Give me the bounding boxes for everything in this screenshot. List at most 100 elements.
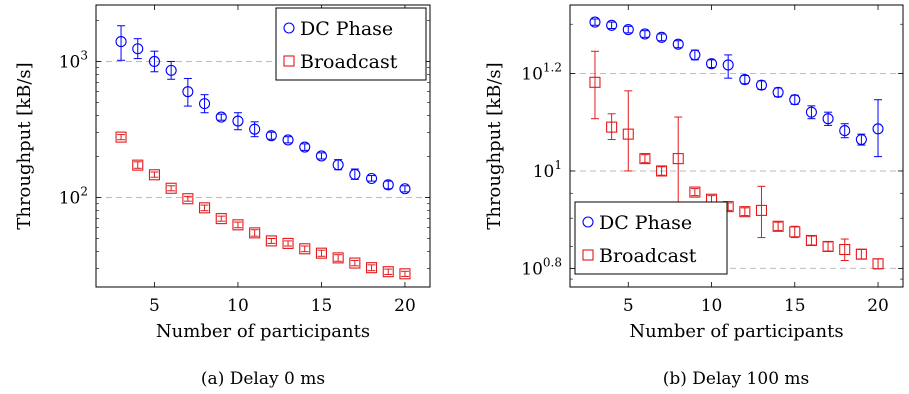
data-point bbox=[382, 179, 394, 191]
circle-marker bbox=[115, 36, 127, 48]
square-marker bbox=[805, 234, 817, 247]
data-point bbox=[772, 86, 784, 98]
circle-marker bbox=[589, 16, 601, 28]
square-marker bbox=[115, 131, 127, 143]
data-point bbox=[349, 168, 361, 180]
circle-marker bbox=[705, 58, 718, 70]
data-point bbox=[872, 99, 884, 158]
data-point bbox=[265, 130, 277, 142]
x-tick-label: 5 bbox=[623, 296, 634, 316]
y-tick-label: 103 bbox=[59, 48, 88, 72]
series-circle bbox=[589, 16, 884, 158]
legend-label: Broadcast bbox=[300, 51, 398, 73]
circle-marker bbox=[332, 159, 344, 171]
data-point bbox=[148, 169, 160, 181]
circle-marker bbox=[639, 28, 651, 40]
data-point bbox=[332, 252, 344, 264]
chart-panel-1: 100.8 101 101.2 5 10 15 20 Number of participan… bbox=[484, 4, 904, 389]
data-point bbox=[772, 220, 784, 232]
legend: DC Phase Broadcast bbox=[574, 201, 728, 275]
data-point bbox=[739, 73, 751, 86]
circle-marker bbox=[182, 86, 194, 98]
square-marker bbox=[132, 159, 144, 171]
circle-marker bbox=[805, 106, 817, 118]
data-point bbox=[115, 25, 127, 61]
data-point bbox=[622, 90, 634, 172]
x-tick-label: 10 bbox=[701, 296, 723, 316]
circle-marker bbox=[755, 79, 768, 91]
data-point bbox=[672, 38, 684, 50]
x-tick-label: 20 bbox=[867, 296, 889, 316]
circle-marker bbox=[315, 150, 328, 162]
data-point bbox=[282, 237, 294, 249]
square-marker bbox=[182, 193, 194, 205]
square-marker bbox=[872, 258, 884, 270]
data-point bbox=[282, 134, 294, 146]
data-point bbox=[789, 94, 801, 106]
axes-frame bbox=[569, 4, 904, 288]
square-marker bbox=[148, 169, 160, 181]
data-point bbox=[182, 193, 194, 205]
square-marker bbox=[622, 128, 634, 140]
square-marker bbox=[739, 206, 751, 218]
data-point bbox=[589, 16, 601, 28]
square-marker bbox=[365, 262, 378, 274]
square-marker bbox=[639, 153, 651, 165]
circle-marker bbox=[215, 111, 227, 123]
square-marker bbox=[215, 213, 227, 225]
square-marker bbox=[789, 226, 801, 238]
circle-marker bbox=[165, 64, 177, 76]
square-marker bbox=[382, 266, 394, 278]
y-tick-label: 101 bbox=[533, 158, 562, 182]
data-point bbox=[855, 133, 867, 146]
circle-marker bbox=[148, 55, 160, 68]
chart-caption: (a) Delay 0 ms bbox=[201, 369, 325, 389]
data-point bbox=[839, 123, 851, 139]
legend-box bbox=[275, 7, 427, 81]
circle-marker bbox=[349, 168, 361, 180]
data-point bbox=[132, 38, 144, 60]
y-tick-label: 101.2 bbox=[521, 60, 562, 84]
square-marker bbox=[672, 153, 684, 165]
circle-marker bbox=[772, 86, 784, 98]
square-marker bbox=[315, 247, 328, 259]
circle-marker bbox=[789, 94, 801, 106]
data-point bbox=[589, 50, 601, 120]
circle-marker bbox=[232, 115, 244, 127]
legend-square-icon bbox=[283, 55, 295, 67]
square-marker bbox=[589, 76, 601, 88]
data-point bbox=[165, 182, 177, 194]
legend-circle-icon bbox=[283, 22, 295, 34]
data-point bbox=[165, 60, 177, 80]
circle-marker bbox=[722, 59, 734, 71]
square-marker bbox=[232, 219, 244, 231]
data-point bbox=[249, 121, 261, 138]
data-point bbox=[349, 257, 361, 269]
square-marker bbox=[606, 121, 618, 133]
data-point bbox=[399, 183, 411, 195]
data-point bbox=[315, 150, 328, 162]
data-point bbox=[365, 172, 378, 185]
square-marker bbox=[299, 243, 311, 255]
data-point bbox=[805, 105, 817, 120]
square-marker bbox=[282, 237, 294, 249]
legend-square-icon bbox=[582, 249, 594, 261]
square-marker bbox=[689, 186, 701, 198]
data-point bbox=[656, 31, 668, 43]
circle-marker bbox=[265, 130, 277, 142]
data-point bbox=[265, 235, 277, 247]
circle-marker bbox=[739, 73, 751, 86]
square-marker bbox=[349, 257, 361, 269]
data-point bbox=[872, 258, 884, 270]
circle-marker bbox=[282, 134, 294, 146]
data-point bbox=[822, 111, 834, 126]
data-point bbox=[656, 165, 668, 177]
series-square bbox=[115, 131, 411, 280]
circle-marker bbox=[822, 113, 834, 125]
square-marker bbox=[165, 182, 177, 194]
chart-caption: (b) Delay 100 ms bbox=[663, 369, 810, 389]
circle-marker bbox=[199, 98, 211, 110]
data-point bbox=[855, 248, 867, 260]
circle-marker bbox=[365, 172, 378, 185]
circle-marker bbox=[249, 123, 261, 135]
